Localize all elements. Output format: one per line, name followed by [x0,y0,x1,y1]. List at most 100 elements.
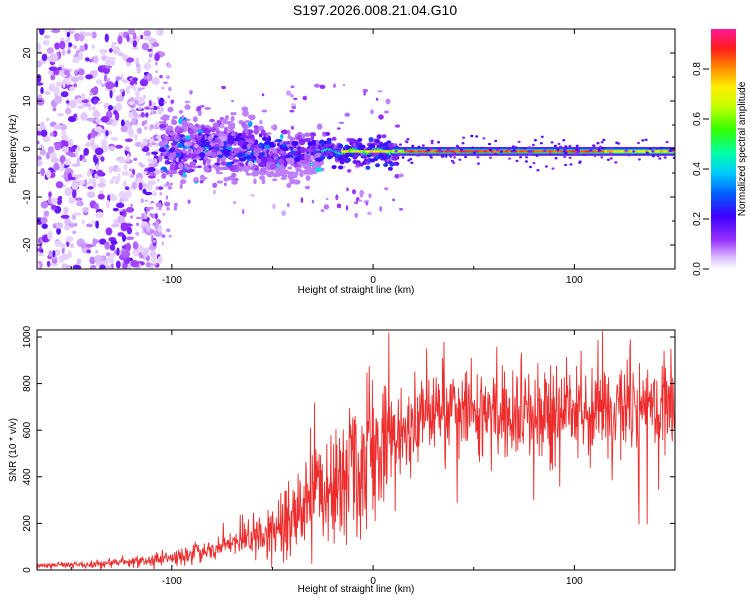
spectrogram-cell [121,171,130,176]
spectrogram-cell [159,74,163,79]
spectrogram-cell [137,107,143,111]
spectrogram-cell [428,154,432,157]
spectrogram-cell [40,216,48,224]
spectrogram-cell [301,133,306,139]
spectrogram-cell [609,157,613,160]
spectrogram-cell [261,178,266,185]
spectrogram-cell [158,141,167,148]
spectrogram-cell [637,158,641,161]
spectrogram-heatmap [37,29,675,269]
spectrogram-cell [149,105,154,109]
spectrogram-cell [241,165,250,172]
spectrogram-cell [77,75,84,81]
spectrogram-cell [39,121,45,131]
spectrogram-cell [104,65,113,69]
spectrogram-cell [281,210,287,216]
spectrogram-cell [354,201,359,205]
spectrogram-cell [141,146,144,149]
spectrogram-cell [384,187,389,191]
spectrogram-cell [472,151,476,154]
spectrogram-cell [210,127,217,133]
spectrogram-cell [61,48,66,56]
y-tick-label: 200 [22,515,33,532]
spectrogram-cell [384,110,389,114]
spectrogram-cell [47,230,53,240]
spectrogram-cell [157,256,163,264]
spectrogram-cell [132,83,137,92]
spectrogram-cell [531,143,535,147]
spectrogram-cell [259,175,266,180]
spectrogram-cell [460,148,463,151]
spectrogram-cell [170,99,175,104]
spectrogram-cell [253,125,259,130]
spectrogram-cell [244,120,251,123]
spectrogram-cell [85,74,94,80]
spectrogram-cell [156,29,161,36]
spectrogram-cell [161,241,164,246]
spectrogram-cell [77,174,83,178]
spectrogram-cell [632,150,636,153]
spectrogram-cell [119,211,124,216]
spectrogram-cell [47,146,55,154]
spectrogram-cell [215,171,224,175]
spectrogram-cell [429,156,433,159]
spectrogram-cell [94,147,104,156]
spectrogram-cell [78,34,85,42]
spectrogram-cell [142,249,148,258]
spectrogram-cell [58,124,68,131]
spectrogram-cell [60,243,66,249]
spectrogram-cell [137,87,142,92]
spectrogram-cell [159,192,163,196]
spectrogram-cell [37,82,44,86]
spectrogram-cell [46,169,52,179]
spectrogram-cell [63,225,71,231]
spectrogram-cell [171,147,175,152]
spectrogram-cell [398,173,404,178]
spectrogram-cell [535,154,539,157]
spectrogram-cell [67,138,74,147]
spectrogram-cell [179,182,183,190]
spectrogram-cell [61,246,65,254]
spectrogram-cell [126,34,130,42]
spectrogram-cell [74,197,83,202]
spectrogram-cell [410,161,414,164]
y-tick-label: 0 [22,567,33,573]
spectrogram-cell [43,210,50,217]
spectrogram-cell [256,157,262,164]
y-tick-label: -10 [22,189,33,204]
spectrogram-cell [533,139,537,142]
spectrogram-cell [177,142,184,148]
spectrogram-cell [269,141,275,148]
spectrogram-cell [125,57,135,63]
spectrogram-cell [212,148,217,153]
spectrogram-cell [142,94,147,99]
spectrogram-cell [246,135,252,139]
spectrogram-cell [266,157,272,163]
spectrogram-cell [77,68,85,76]
spectrogram-cell [154,52,160,62]
spectrogram-cell [115,260,121,269]
spectrogram-cell [68,196,76,205]
spectrogram-cell [259,172,267,176]
spectrogram-cell [272,178,278,182]
spectrogram-cell [89,92,94,96]
spectrogram-cell [426,149,430,152]
spectrogram-cell [568,145,572,148]
spectrogram-cell [70,76,80,83]
spectrogram-cell [141,183,148,190]
spectrogram-cell [37,97,45,106]
spectrogram-cell [286,182,292,189]
spectrogram-cell [241,144,248,150]
spectrogram-cell [245,129,249,134]
spectrogram-cell [158,202,162,211]
spectrogram-cell [178,163,184,170]
spectrogram-cell [199,141,206,148]
spectrogram-cell [658,157,662,160]
spectrogram-cell [395,157,399,160]
spectrogram-cell [105,227,113,236]
spectrogram-cell [161,234,166,238]
colorbar-tick-label: 0.0 [692,262,703,276]
spectrogram-cell [166,206,170,211]
spectrogram-cell [117,172,121,182]
